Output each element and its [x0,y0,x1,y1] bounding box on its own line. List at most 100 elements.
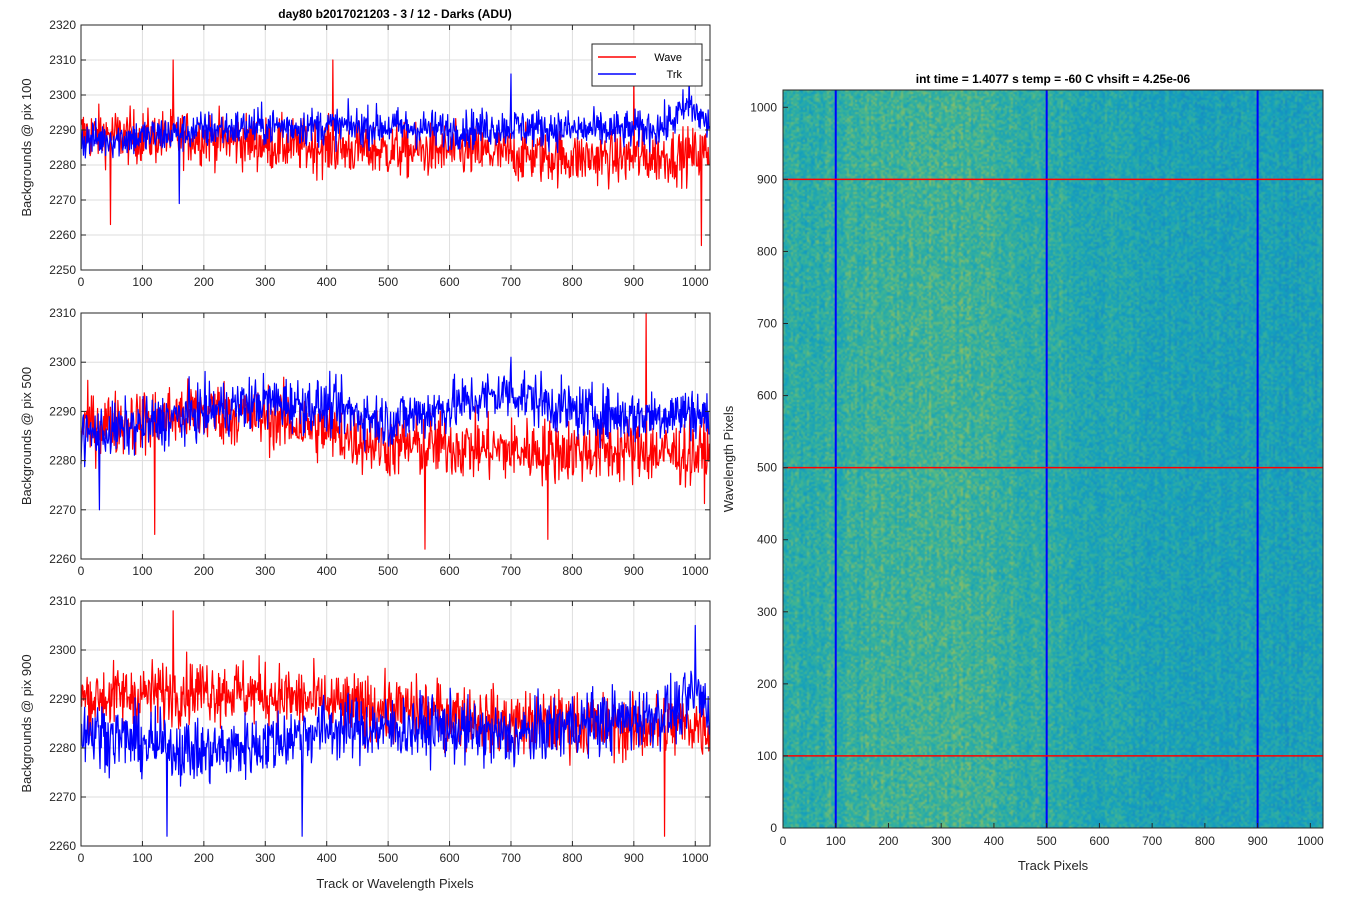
axes-box [80,24,711,271]
x-tick-label: 0 [78,564,85,578]
heatmap-y-tick-label: 0 [770,821,777,835]
x-tick-label: 900 [624,275,644,289]
heatmap-y-tick-label: 400 [757,533,777,547]
heatmap-title: int time = 1.4077 s temp = -60 C vhsift … [916,72,1191,86]
y-tick-label: 2280 [49,158,76,172]
y-tick-label: 2310 [49,53,76,67]
x-tick-label: 1000 [682,564,709,578]
heatmap-x-tick-label: 100 [826,834,846,848]
x-tick-label: 0 [78,851,85,865]
x-tick-label: 700 [501,851,521,865]
heatmap-y-tick-label: 500 [757,461,777,475]
heatmap-y-tick-label: 200 [757,677,777,691]
axes-box [80,600,711,847]
line-panel-1: 0 100 200 300 400 500 600 700 800 900 1000 2250 2260… [19,18,711,289]
y-tick-label: 2300 [49,88,76,102]
heatmap-y-tick-label: 600 [757,389,777,403]
x-tick-label: 1000 [682,275,709,289]
y-tick-label: 2280 [49,454,76,468]
x-tick-label: 100 [132,275,152,289]
y-tick-label: 2250 [49,263,76,277]
axes-box [80,312,711,560]
x-tick-label: 500 [378,275,398,289]
heatmap-y-axis-label: Wavelength Pixels [721,405,736,512]
y-axis-label: Backgrounds @ pix 100 [19,78,34,216]
y-tick-label: 2290 [49,692,76,706]
heatmap-x-tick-label: 600 [1089,834,1109,848]
heatmap-y-tick-label: 1000 [750,100,777,114]
x-tick-label: 500 [378,851,398,865]
x-tick-label: 600 [440,851,460,865]
y-tick-label: 2280 [49,741,76,755]
heatmap-axes-box [782,89,1324,829]
y-tick-label: 2270 [49,790,76,804]
line-panel-3: 0 100 200 300 400 500 600 700 800 900 1000 2260 2270… [19,594,711,865]
y-tick-label: 2300 [49,355,76,369]
x-tick-label: 900 [624,851,644,865]
x-tick-label: 700 [501,275,521,289]
series-line-trk [80,624,710,837]
x-tick-label: 100 [132,564,152,578]
line-panel-2: 0 100 200 300 400 500 600 700 800 900 1000 2260 2270… [19,306,711,578]
x-tick-label: 800 [562,275,582,289]
legend-box [591,43,703,87]
x-tick-label: 700 [501,564,521,578]
y-tick-label: 2290 [49,404,76,418]
heatmap-y-tick-label: 700 [757,317,777,331]
heatmap-y-tick-label: 300 [757,605,777,619]
heatmap-image [783,90,1323,828]
heatmap-panel: 0 100 200 300 400 500 600 700 800 900 1000 0 100 200 3… [721,72,1324,873]
x-tick-label: 200 [194,275,214,289]
y-tick-label: 2310 [49,306,76,320]
y-tick-label: 2300 [49,643,76,657]
legend-entry-label: Wave [654,52,682,64]
x-tick-label: 900 [624,564,644,578]
y-tick-label: 2270 [49,503,76,517]
heatmap-x-tick-label: 800 [1195,834,1215,848]
heatmap-x-tick-label: 0 [780,834,787,848]
y-tick-label: 2310 [49,594,76,608]
y-tick-label: 2260 [49,228,76,242]
y-axis-label: Backgrounds @ pix 900 [19,654,34,792]
y-tick-label: 2290 [49,123,76,137]
heatmap-x-tick-label: 1000 [1297,834,1324,848]
x-tick-label: 600 [440,275,460,289]
heatmap-x-tick-label: 700 [1142,834,1162,848]
heatmap-x-tick-label: 200 [878,834,898,848]
y-tick-label: 2320 [49,18,76,32]
x-tick-label: 300 [255,564,275,578]
y-axis-label: Backgrounds @ pix 500 [19,367,34,505]
y-tick-label: 2260 [49,552,76,566]
heatmap-y-tick-label: 100 [757,749,777,763]
heatmap-y-tick-label: 800 [757,244,777,258]
heatmap-x-axis-label: Track Pixels [1018,858,1089,873]
heatmap-x-tick-label: 900 [1248,834,1268,848]
x-tick-label: 200 [194,564,214,578]
y-tick-label: 2270 [49,193,76,207]
x-tick-label: 600 [440,564,460,578]
figure-title: day80 b2017021203 - 3 / 12 - Darks (ADU) [278,7,511,21]
x-tick-label: 100 [132,851,152,865]
heatmap-y-tick-label: 900 [757,172,777,186]
heatmap-x-tick-label: 500 [1037,834,1057,848]
series-line-trk [80,356,710,511]
x-tick-label: 400 [317,275,337,289]
bottom-x-axis-label: Track or Wavelength Pixels [316,876,474,891]
x-tick-label: 800 [562,564,582,578]
x-tick-label: 0 [78,275,85,289]
x-tick-label: 400 [317,851,337,865]
series-line-trk [80,73,710,205]
x-tick-label: 300 [255,851,275,865]
legend-entry-label: Trk [667,69,683,81]
x-tick-label: 800 [562,851,582,865]
panels: 0 100 200 300 400 500 600 700 800 900 100022502260… [19,18,1324,873]
y-tick-label: 2260 [49,839,76,853]
heatmap-x-tick-label: 400 [984,834,1004,848]
x-tick-label: 500 [378,564,398,578]
x-tick-label: 300 [255,275,275,289]
x-tick-label: 1000 [682,851,709,865]
heatmap-x-tick-label: 300 [931,834,951,848]
x-tick-label: 200 [194,851,214,865]
x-tick-label: 400 [317,564,337,578]
